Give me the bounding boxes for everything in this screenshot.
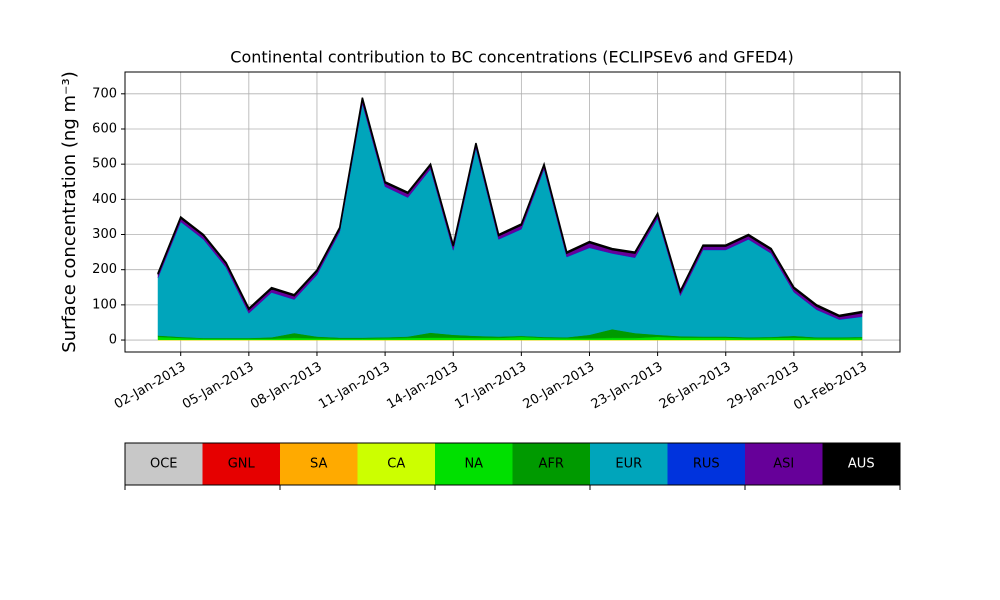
plot-frame <box>124 71 901 353</box>
x-tick-label: 14-Jan-2013 <box>384 360 461 413</box>
x-tick-label: 01-Feb-2013 <box>791 360 870 414</box>
x-tick-label: 17-Jan-2013 <box>453 360 530 413</box>
legend-label: AFR <box>539 457 564 472</box>
area <box>157 103 863 339</box>
legend-label: AUS <box>848 457 875 472</box>
x-tick-label: 05-Jan-2013 <box>180 360 257 413</box>
y-tick-label: 200 <box>92 262 117 277</box>
y-tick-label: 400 <box>92 192 117 207</box>
x-tick-label: 20-Jan-2013 <box>521 360 598 413</box>
y-tick-label: 300 <box>92 227 117 242</box>
y-tick-label: 500 <box>92 157 117 172</box>
legend-label: RUS <box>693 457 720 472</box>
x-tick-label: 11-Jan-2013 <box>316 360 393 413</box>
chart-title: Continental contribution to BC concentra… <box>230 48 793 67</box>
legend-swatch <box>202 443 280 485</box>
y-axis-label: Surface concentration (ng m⁻³) <box>59 71 80 353</box>
legend-label: SA <box>310 457 327 472</box>
x-tick-label: 08-Jan-2013 <box>248 360 325 413</box>
legend-swatch <box>357 443 435 485</box>
y-tick-label: 100 <box>92 297 117 312</box>
y-tick-label: 600 <box>92 121 117 136</box>
legend-swatch <box>435 443 513 485</box>
legend-swatch <box>280 443 358 485</box>
legend-frame <box>124 442 901 486</box>
legend-label: NA <box>464 457 483 472</box>
legend-label: CA <box>387 457 405 472</box>
legend-label: EUR <box>615 457 642 472</box>
y-tick-label: 700 <box>92 86 117 101</box>
legend-label: ASI <box>773 457 794 472</box>
legend-swatch <box>745 443 823 485</box>
legend-label: GNL <box>228 457 256 472</box>
legend-label: OCE <box>150 457 178 472</box>
legend-swatch <box>125 443 203 485</box>
legend-swatch <box>822 443 900 485</box>
area <box>157 97 863 318</box>
legend-swatch <box>512 443 590 485</box>
x-tick-label: 26-Jan-2013 <box>657 360 734 413</box>
x-tick-label: 02-Jan-2013 <box>112 360 189 413</box>
y-tick-label: 0 <box>109 333 117 348</box>
legend-swatch <box>667 443 745 485</box>
x-tick-label: 23-Jan-2013 <box>589 360 666 413</box>
legend-swatch <box>590 443 668 485</box>
x-tick-label: 29-Jan-2013 <box>725 360 802 413</box>
